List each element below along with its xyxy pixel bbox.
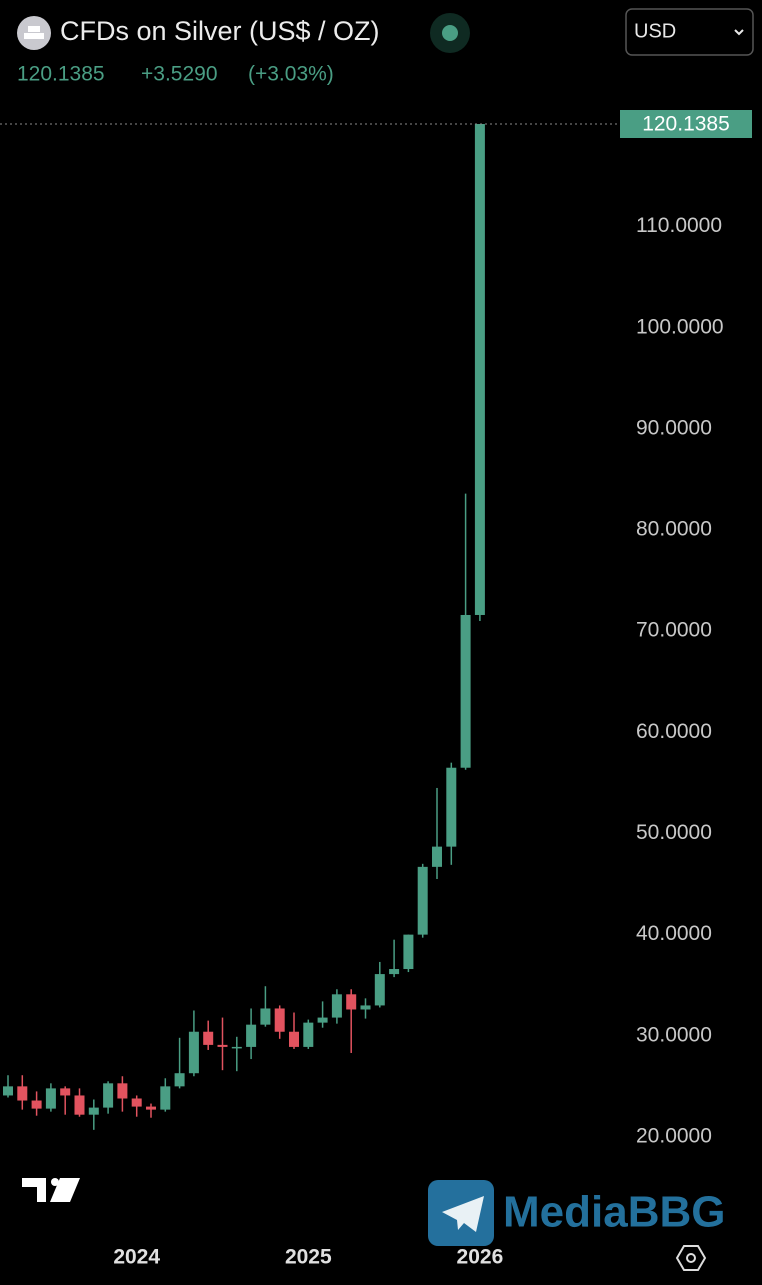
price-tag [620, 110, 752, 139]
candle-body [188, 1031, 199, 1074]
candle-body [217, 1044, 228, 1047]
settings-icon[interactable] [675, 1245, 707, 1271]
y-tick-label: 80.0000 [636, 518, 712, 541]
price-change: +3.5290 [141, 63, 218, 86]
symbol-icon-bar [28, 26, 40, 32]
candle-body [389, 969, 400, 975]
candle-body [146, 1106, 156, 1110]
candle-body [203, 1031, 214, 1045]
last-price: 120.1385 [17, 63, 105, 86]
candle-body [403, 934, 414, 970]
price-tag-label: 120.1385 [642, 113, 730, 136]
candle-body [289, 1031, 299, 1047]
y-tick-label: 70.0000 [636, 619, 712, 642]
settings-icon-center [686, 1253, 696, 1263]
currency-select[interactable] [625, 8, 754, 56]
candle-body [103, 1083, 114, 1108]
watermark-plane [442, 1196, 484, 1232]
y-tick-label: 90.0000 [636, 416, 712, 439]
x-tick-label: 2026 [457, 1246, 504, 1269]
candle-body [174, 1073, 185, 1087]
candle-body [74, 1095, 85, 1115]
y-tick-label: 110.0000 [636, 214, 722, 237]
candle-body [231, 1046, 242, 1049]
y-tick-label: 30.0000 [636, 1023, 712, 1046]
candle-body [31, 1100, 42, 1109]
candle-body [60, 1088, 71, 1096]
candle-body [117, 1083, 128, 1099]
x-tick-label: 2024 [113, 1246, 160, 1269]
y-tick-label: 100.0000 [636, 315, 724, 338]
candle-body [446, 767, 457, 847]
candle-body [45, 1088, 56, 1109]
candle-body [460, 614, 471, 768]
candle-body [160, 1086, 171, 1110]
candle-body [274, 1008, 285, 1032]
symbol-title: CFDs on Silver (US$ / OZ) [60, 16, 380, 46]
candle-body [374, 974, 385, 1006]
candle-body [3, 1086, 13, 1096]
candle-body [317, 1017, 328, 1023]
candle-body [88, 1107, 99, 1115]
y-tick-label: 40.0000 [636, 922, 712, 945]
chevron [734, 29, 744, 36]
candle-body [246, 1024, 257, 1047]
currency-label[interactable]: USD [634, 20, 676, 42]
x-tick-label: 2025 [285, 1246, 332, 1269]
candle-body [346, 994, 357, 1010]
tv-logo [22, 1178, 80, 1202]
tv-logo-dot [51, 1178, 59, 1186]
candle-body [417, 866, 428, 935]
candle-body [360, 1005, 371, 1010]
candle-body [17, 1086, 28, 1101]
candle-body [260, 1008, 271, 1025]
y-tick-label: 20.0000 [636, 1124, 712, 1147]
candle-body [432, 846, 442, 867]
percent-change: (+3.03%) [248, 63, 334, 86]
watermark: MediaBBG [503, 1188, 725, 1237]
symbol-icon-bar [24, 33, 44, 39]
y-tick-label: 50.0000 [636, 821, 712, 844]
y-tick-label: 60.0000 [636, 720, 712, 743]
candle-body [331, 994, 342, 1018]
candle-body [131, 1098, 142, 1107]
candle-body [303, 1022, 314, 1047]
market-status [442, 25, 458, 41]
candle-body [474, 124, 485, 615]
